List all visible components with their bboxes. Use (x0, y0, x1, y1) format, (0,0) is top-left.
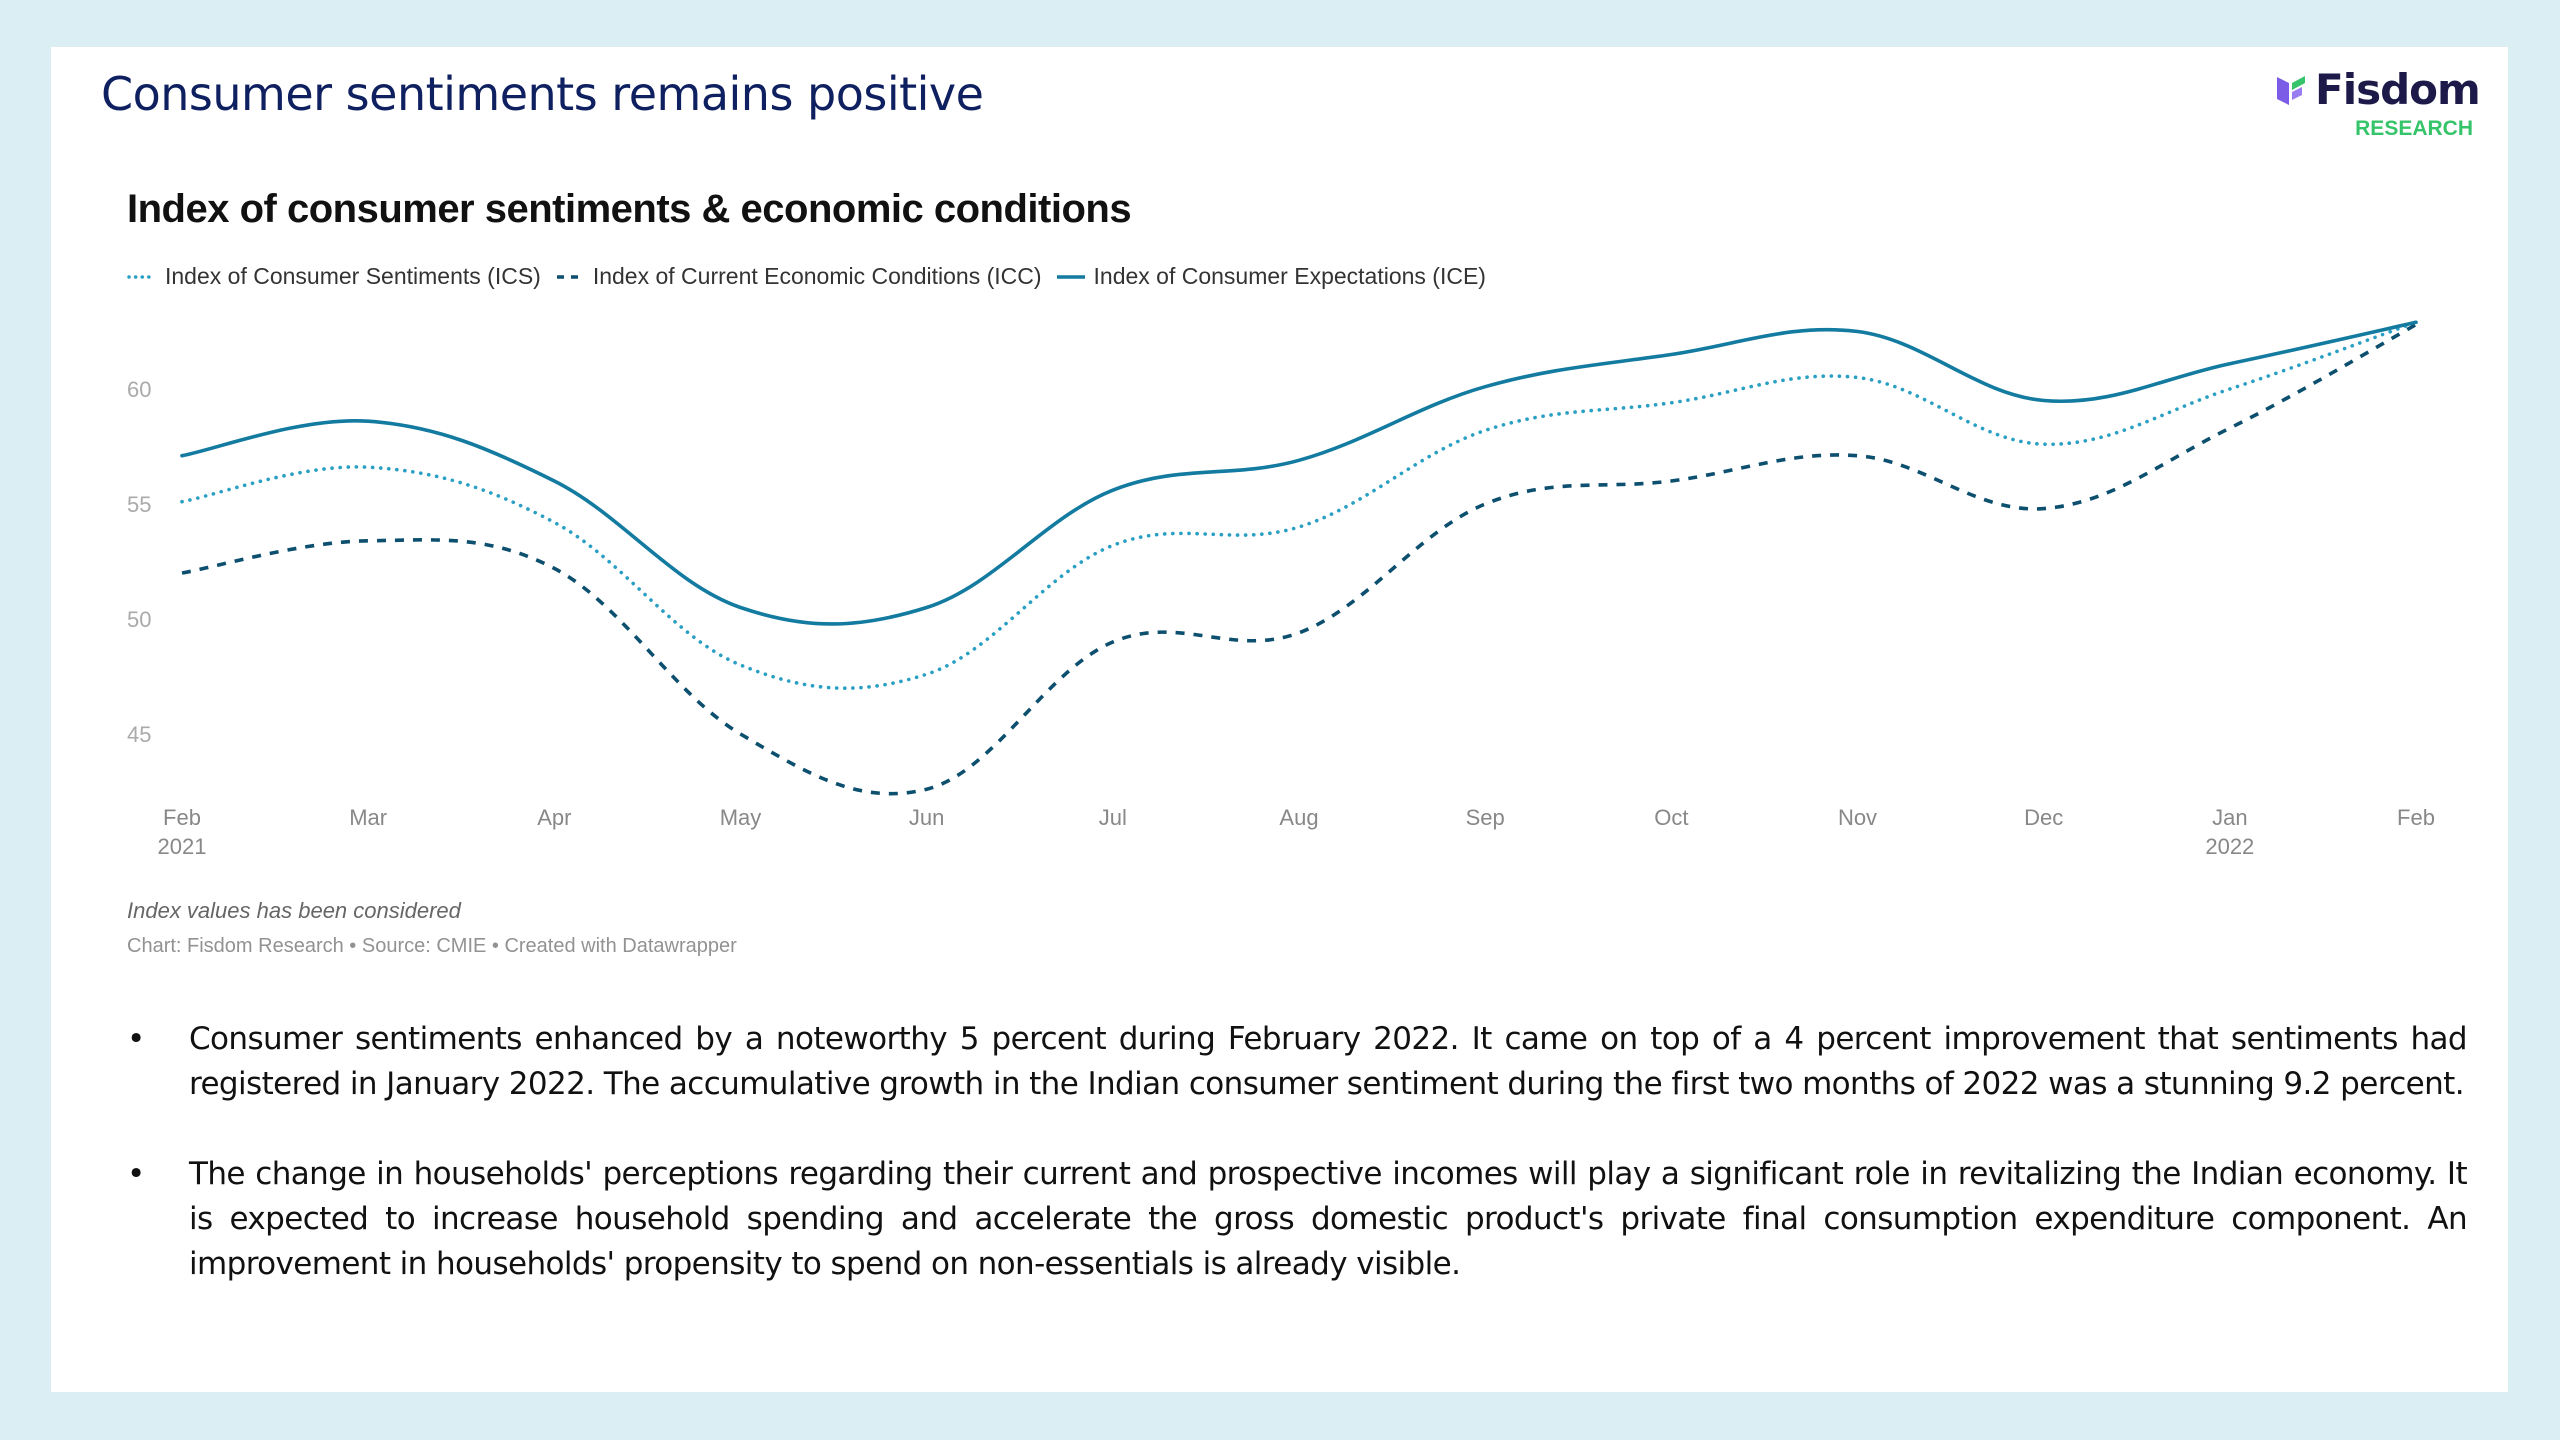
x-tick-label: Jan (2212, 805, 2247, 830)
data-point (739, 663, 743, 667)
data-point (925, 672, 929, 676)
chart-legend: Index of Consumer Sentiments (ICS) Index… (127, 263, 1500, 290)
data-point (552, 566, 556, 570)
bullet-item: • Consumer sentiments enhanced by a note… (127, 1017, 2468, 1107)
data-point (180, 454, 184, 458)
x-tick-label: Jul (1099, 805, 1127, 830)
chart-source: Chart: Fisdom Research • Source: CMIE • … (127, 935, 737, 957)
bullet-list: • Consumer sentiments enhanced by a note… (127, 1017, 2468, 1332)
bullet-text: Consumer sentiments enhanced by a notewo… (189, 1021, 2468, 1102)
data-point (2228, 426, 2232, 430)
bullet-text: The change in households' perceptions re… (189, 1156, 2468, 1282)
data-point (2228, 362, 2232, 366)
slide-title: Consumer sentiments remains positive (101, 67, 984, 121)
data-point (2042, 442, 2046, 446)
x-tick-label: Nov (1838, 805, 1877, 830)
data-point (366, 419, 370, 423)
data-point (1111, 640, 1115, 644)
series-line-icc (181, 323, 2417, 796)
x-tick-label: Apr (537, 805, 571, 830)
x-tick-label: Feb (2397, 805, 2435, 830)
x-tick-label: Dec (2024, 805, 2063, 830)
series-line-ics (180, 320, 2418, 691)
data-point (1856, 376, 1860, 380)
data-point (925, 787, 929, 791)
x-tick-label: Mar (349, 805, 387, 830)
data-point (552, 520, 556, 524)
data-point (1669, 353, 1673, 357)
data-point (739, 606, 743, 610)
bullet-glyph: • (127, 1156, 145, 1192)
chart-note: Index values has been considered (127, 898, 461, 923)
x-tick-year-label: 2021 (158, 834, 207, 859)
y-tick-label: 60 (127, 377, 151, 402)
series-line-ice (180, 320, 2418, 626)
logo-subtitle: RESEARCH (2355, 117, 2473, 140)
data-point (2228, 387, 2232, 391)
x-tick-label: Jun (909, 805, 944, 830)
data-point (925, 606, 929, 610)
legend-label-ice: Index of Consumer Expectations (ICE) (1093, 263, 1486, 289)
data-point (1669, 401, 1673, 405)
x-tick-label: Aug (1279, 805, 1318, 830)
line-chart: 45 50 55 60 Feb 2021 Mar Apr May Jun Jul Aug Sep Oct N… (127, 320, 2435, 859)
data-point (2042, 507, 2046, 511)
fisdom-logo: Fisdom RESEARCH (2275, 65, 2481, 145)
data-point (1111, 488, 1115, 492)
legend-item-ics: Index of Consumer Sentiments (ICS) (127, 263, 541, 290)
data-point (366, 539, 370, 543)
data-point (1297, 458, 1301, 462)
y-tick-label: 45 (127, 722, 151, 747)
data-point (2414, 320, 2418, 324)
y-tick-label: 55 (127, 492, 151, 517)
legend-label-icc: Index of Current Economic Conditions (IC… (592, 263, 1042, 289)
y-tick-label: 50 (127, 607, 151, 632)
chart-title: Index of consumer sentiments & economic … (127, 187, 1132, 231)
data-point (739, 732, 743, 736)
bullet-glyph: • (127, 1021, 145, 1057)
x-tick-label: Feb (163, 805, 201, 830)
data-point (366, 465, 370, 469)
data-point (552, 479, 556, 483)
legend-item-ice: Index of Consumer Expectations (ICE) (1056, 263, 1486, 290)
data-point (1297, 631, 1301, 635)
data-point (1297, 525, 1301, 529)
data-point (180, 500, 184, 504)
data-point (1483, 385, 1487, 389)
data-point (180, 571, 184, 575)
data-point (1483, 502, 1487, 506)
solid-line-swatch-icon (1056, 274, 1085, 279)
x-tick-year-label: 2022 (2205, 834, 2254, 859)
dashed-line-swatch-icon (556, 274, 583, 279)
data-point (2042, 399, 2046, 403)
slide-card: Consumer sentiments remains positive Fis… (51, 47, 2508, 1392)
dotted-line-swatch-icon (127, 274, 157, 279)
legend-label-ics: Index of Consumer Sentiments (ICS) (165, 263, 541, 289)
data-point (1483, 428, 1487, 432)
data-point (1669, 479, 1673, 483)
logo-wordmark: Fisdom (2315, 65, 2481, 114)
x-tick-label: Oct (1654, 805, 1688, 830)
x-tick-label: Sep (1466, 805, 1505, 830)
legend-item-icc: Index of Current Economic Conditions (IC… (555, 263, 1042, 290)
fisdom-logo-mark-icon (2277, 76, 2305, 105)
bullet-item: • The change in households' perceptions … (127, 1152, 2468, 1287)
data-point (1111, 543, 1115, 547)
x-tick-label: May (720, 805, 762, 830)
data-point (1856, 330, 1860, 334)
data-point (1856, 454, 1860, 458)
